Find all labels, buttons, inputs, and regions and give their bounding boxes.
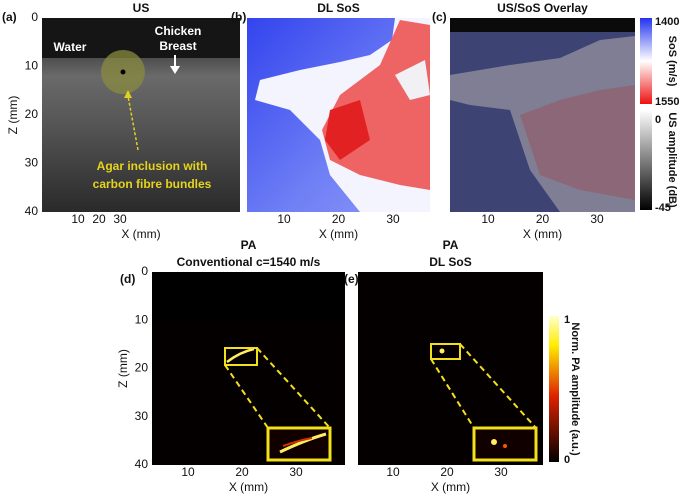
- pa-conventional-image: [152, 272, 345, 465]
- colorbar-label: Norm. PA amplitude (a.u.): [569, 322, 581, 456]
- x-tick-label: 10: [181, 465, 195, 479]
- x-axis-label: X (mm): [319, 227, 358, 241]
- figure: (a)USX (mm)102030Z (mm)010203040(b)DL So…: [0, 0, 682, 496]
- panel-title: PA: [443, 238, 459, 252]
- y-tick-label: 30: [135, 409, 149, 423]
- panel-label: (c): [432, 10, 447, 24]
- x-axis-label: X (mm): [121, 227, 160, 241]
- y-tick-label: 10: [135, 312, 149, 326]
- pa-dlsos-image: [358, 272, 543, 465]
- colorbar-tick: -45: [655, 202, 671, 214]
- y-tick-label: 0: [31, 10, 38, 24]
- colorbar-label: US amplitude (dB): [666, 112, 678, 208]
- annotation: Agar inclusion with: [97, 159, 208, 173]
- x-tick-label: 30: [494, 465, 508, 479]
- panel-title: DL SoS: [317, 1, 359, 15]
- annotation: Water: [54, 40, 87, 54]
- pa-colorbar: [549, 316, 559, 462]
- y-tick-label: 10: [25, 59, 39, 73]
- panel-title: US: [133, 1, 150, 15]
- x-tick-label: 10: [71, 212, 85, 226]
- x-axis-label: X (mm): [431, 480, 470, 494]
- x-tick-label: 20: [332, 212, 346, 226]
- x-axis-label: X (mm): [229, 480, 268, 494]
- panel-title: US/SoS Overlay: [497, 1, 588, 15]
- y-tick-label: 40: [135, 457, 149, 471]
- panel-label: (a): [2, 10, 17, 24]
- annotation: Breast: [159, 39, 196, 53]
- x-tick-label: 20: [235, 465, 249, 479]
- y-tick-label: 40: [25, 204, 39, 218]
- x-tick-label: 30: [289, 465, 303, 479]
- y-tick-label: 0: [141, 264, 148, 278]
- db-colorbar: [640, 110, 652, 210]
- x-tick-label: 30: [386, 212, 400, 226]
- x-tick-label: 10: [481, 212, 495, 226]
- panel-label: (b): [231, 10, 246, 24]
- x-tick-label: 30: [590, 212, 604, 226]
- panel-title: Conventional c=1540 m/s: [177, 255, 321, 269]
- overlay-image: [450, 18, 635, 212]
- y-tick-label: 20: [135, 361, 149, 375]
- sos-image: [247, 18, 430, 212]
- x-tick-label: 20: [92, 212, 106, 226]
- y-axis-label: Z (mm): [116, 349, 130, 388]
- colorbar-label: SoS (m/s): [666, 36, 678, 87]
- colorbar-tick: 0: [564, 454, 570, 466]
- sos-colorbar: [640, 18, 652, 104]
- x-tick-label: 10: [386, 465, 400, 479]
- x-tick-label: 30: [113, 212, 127, 226]
- annotation: Chicken: [155, 24, 202, 38]
- annotation: carbon fibre bundles: [93, 177, 212, 191]
- colorbar-tick: 1400: [655, 16, 679, 28]
- x-tick-label: 20: [440, 465, 454, 479]
- colorbar-tick: 0: [655, 114, 661, 126]
- colorbar-tick: 1: [564, 314, 570, 326]
- panel-label: (e): [344, 272, 359, 286]
- colorbar-tick: 1550: [655, 96, 679, 108]
- x-tick-label: 20: [536, 212, 550, 226]
- panel-title: PA: [241, 238, 257, 252]
- y-tick-label: 20: [25, 107, 39, 121]
- y-tick-label: 30: [25, 156, 39, 170]
- panel-title: DL SoS: [429, 255, 471, 269]
- y-axis-label: Z (mm): [6, 96, 20, 135]
- x-axis-label: X (mm): [523, 227, 562, 241]
- x-tick-label: 10: [277, 212, 291, 226]
- panel-label: (d): [120, 272, 135, 286]
